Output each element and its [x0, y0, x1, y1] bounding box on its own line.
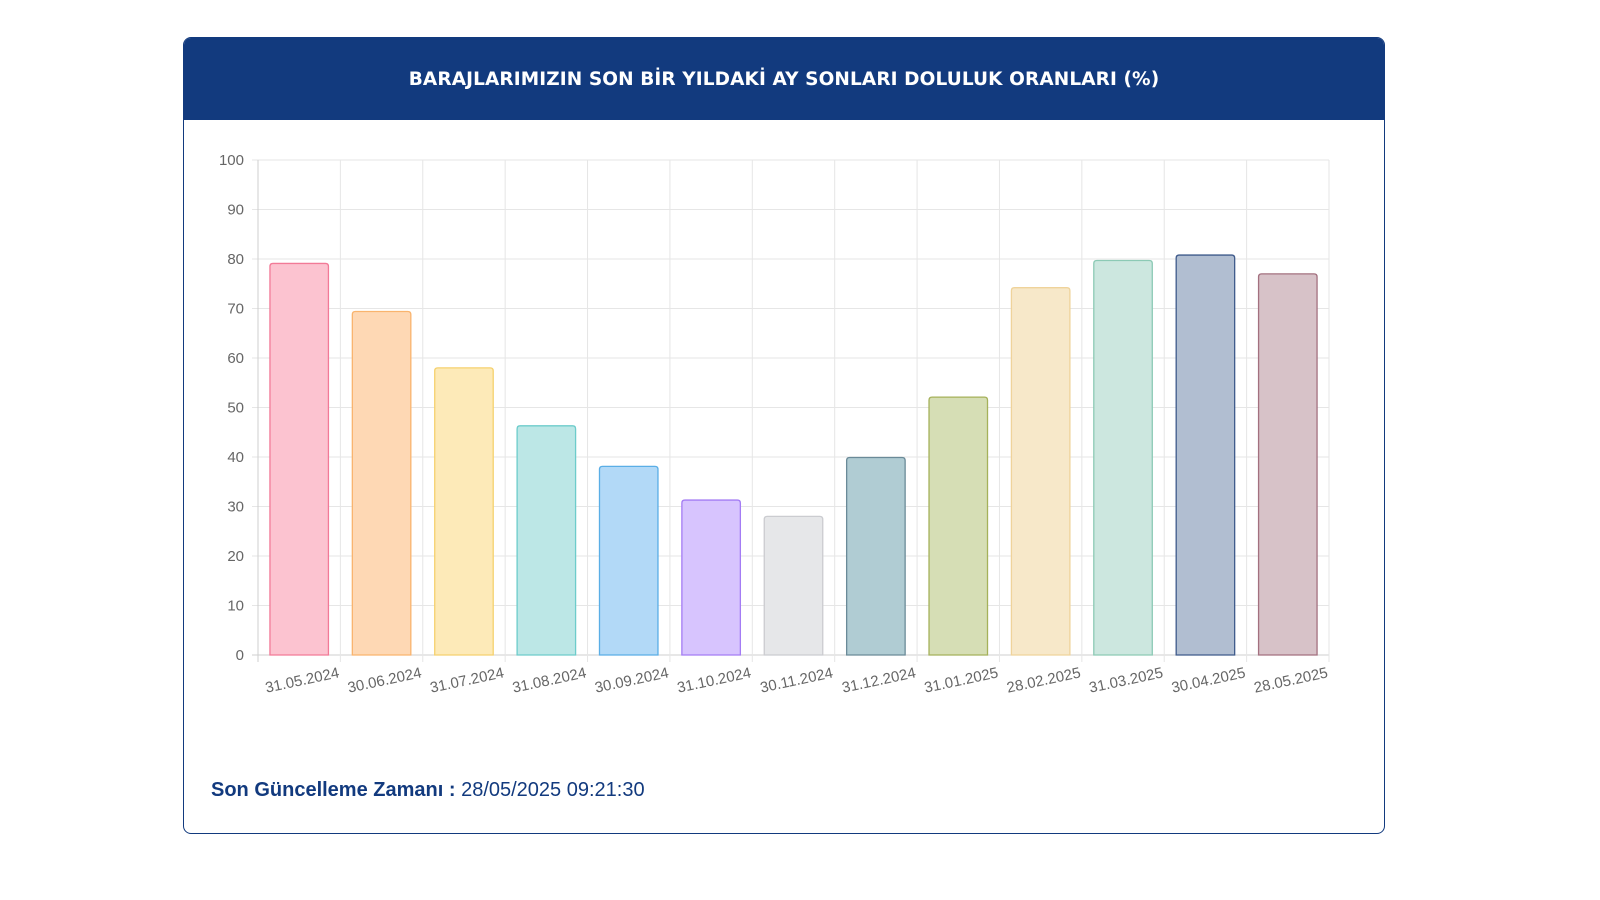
x-axis-ticks: 31.05.2024 30.06.2024 31.07.2024 31.08.2024…: [264, 664, 1330, 696]
x-tick-label: 30.11.2024: [759, 665, 835, 697]
y-tick-label: 100: [219, 152, 244, 169]
x-tick-label: 31.08.2024: [511, 664, 588, 696]
last-update: Son Güncelleme Zamanı : 28/05/2025 09:21…: [211, 779, 645, 802]
panel-header: BARAJLARIMIZIN SON BİR YILDAKİ AY SONLAR…: [184, 38, 1384, 120]
x-tick-label: 31.12.2024: [840, 664, 917, 696]
y-tick-label: 80: [227, 251, 244, 268]
y-tick-label: 60: [227, 350, 244, 367]
chart-panel: BARAJLARIMIZIN SON BİR YILDAKİ AY SONLAR…: [183, 37, 1385, 834]
y-tick-label: 90: [227, 202, 244, 219]
x-tick-label: 28.02.2025: [1005, 664, 1082, 696]
bar-31.08.2024: [516, 425, 577, 656]
y-tick-label: 10: [227, 598, 244, 615]
y-tick-label: 50: [227, 400, 244, 417]
x-tick-label: 31.10.2024: [676, 664, 753, 696]
bar-31.12.2024: [845, 456, 906, 656]
bar-chart: 0 10 20 30 40 50 60 70 80 90 100 31.05.2024 30.06.2…: [219, 152, 1330, 697]
last-update-label: Son Güncelleme Zamanı :: [211, 779, 456, 801]
bar-31.01.2025: [928, 396, 989, 656]
x-tick-label: 28.05.2025: [1252, 664, 1329, 696]
bar-28.02.2025: [1010, 287, 1071, 656]
bar-28.05.2025: [1257, 273, 1318, 656]
y-tick-label: 40: [227, 449, 244, 466]
y-axis-ticks: 0 10 20 30 40 50 60 70 80 90 100: [219, 152, 244, 664]
y-tick-label: 20: [227, 548, 244, 565]
x-tick-label: 30.09.2024: [593, 664, 670, 696]
bar-30.11.2024: [763, 515, 824, 656]
x-tick-label: 31.03.2025: [1088, 664, 1165, 696]
x-tick-label: 31.05.2024: [264, 664, 341, 696]
x-tick-label: 31.01.2025: [923, 664, 1000, 696]
bar-30.09.2024: [598, 465, 659, 656]
bar-30.04.2025: [1175, 254, 1236, 656]
y-tick-label: 0: [236, 647, 244, 664]
y-tick-label: 30: [227, 499, 244, 516]
y-tick-label: 70: [227, 301, 244, 318]
bars: [269, 254, 1318, 656]
bar-30.06.2024: [351, 310, 412, 656]
bar-31.07.2024: [434, 367, 494, 656]
bar-31.10.2024: [681, 499, 742, 656]
chart-title: BARAJLARIMIZIN SON BİR YILDAKİ AY SONLAR…: [408, 68, 1160, 90]
bar-31.03.2025: [1093, 259, 1153, 656]
x-tick-label: 30.06.2024: [346, 664, 423, 696]
last-update-value: 28/05/2025 09:21:30: [461, 779, 645, 801]
x-tick-label: 31.07.2024: [429, 664, 506, 696]
x-tick-label: 30.04.2025: [1170, 664, 1247, 696]
bar-31.05.2024: [269, 262, 330, 656]
